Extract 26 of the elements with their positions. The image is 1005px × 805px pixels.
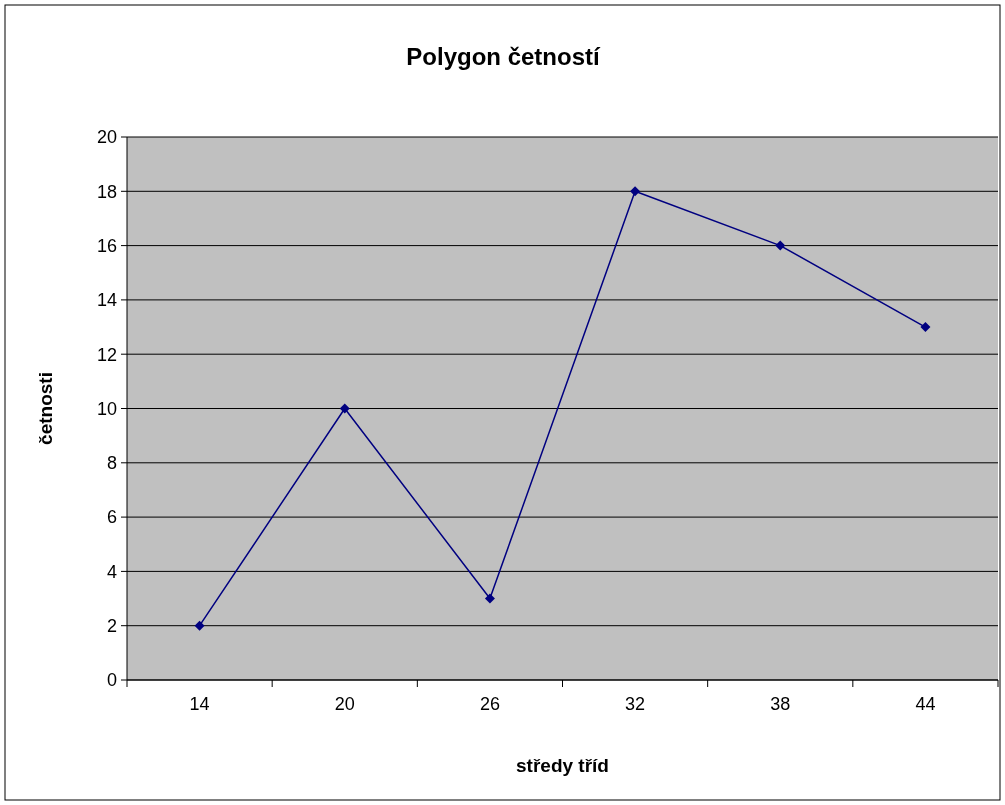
y-tick-label: 0: [106, 670, 117, 691]
y-tick-label: 8: [106, 453, 117, 474]
x-axis-title: středy tříd: [516, 755, 609, 776]
y-tick-label: 20: [96, 127, 117, 148]
y-tick-label: 6: [106, 507, 117, 528]
chart-title: Polygon četností: [406, 43, 601, 70]
y-tick-label: 4: [106, 561, 117, 582]
x-tick-label: 32: [625, 694, 646, 714]
y-axis-title: četnosti: [35, 372, 56, 445]
x-tick-label: 38: [770, 694, 791, 714]
y-tick-label: 2: [106, 616, 117, 636]
x-tick-label: 14: [189, 694, 210, 714]
point: [194, 620, 205, 631]
y-tick-label: 18: [96, 181, 117, 202]
point: [920, 322, 931, 333]
y-tick-label: 10: [96, 398, 117, 419]
x-tick-label: 20: [334, 694, 355, 714]
x-tick-label: 26: [479, 694, 500, 714]
y-tick-label: 12: [96, 344, 117, 365]
point: [339, 403, 350, 414]
point: [630, 186, 641, 197]
x-tick-label: 44: [915, 694, 936, 714]
y-tick-label: 14: [96, 290, 117, 311]
point: [484, 593, 495, 604]
y-tick-label: 16: [96, 235, 117, 256]
point: [775, 240, 786, 251]
